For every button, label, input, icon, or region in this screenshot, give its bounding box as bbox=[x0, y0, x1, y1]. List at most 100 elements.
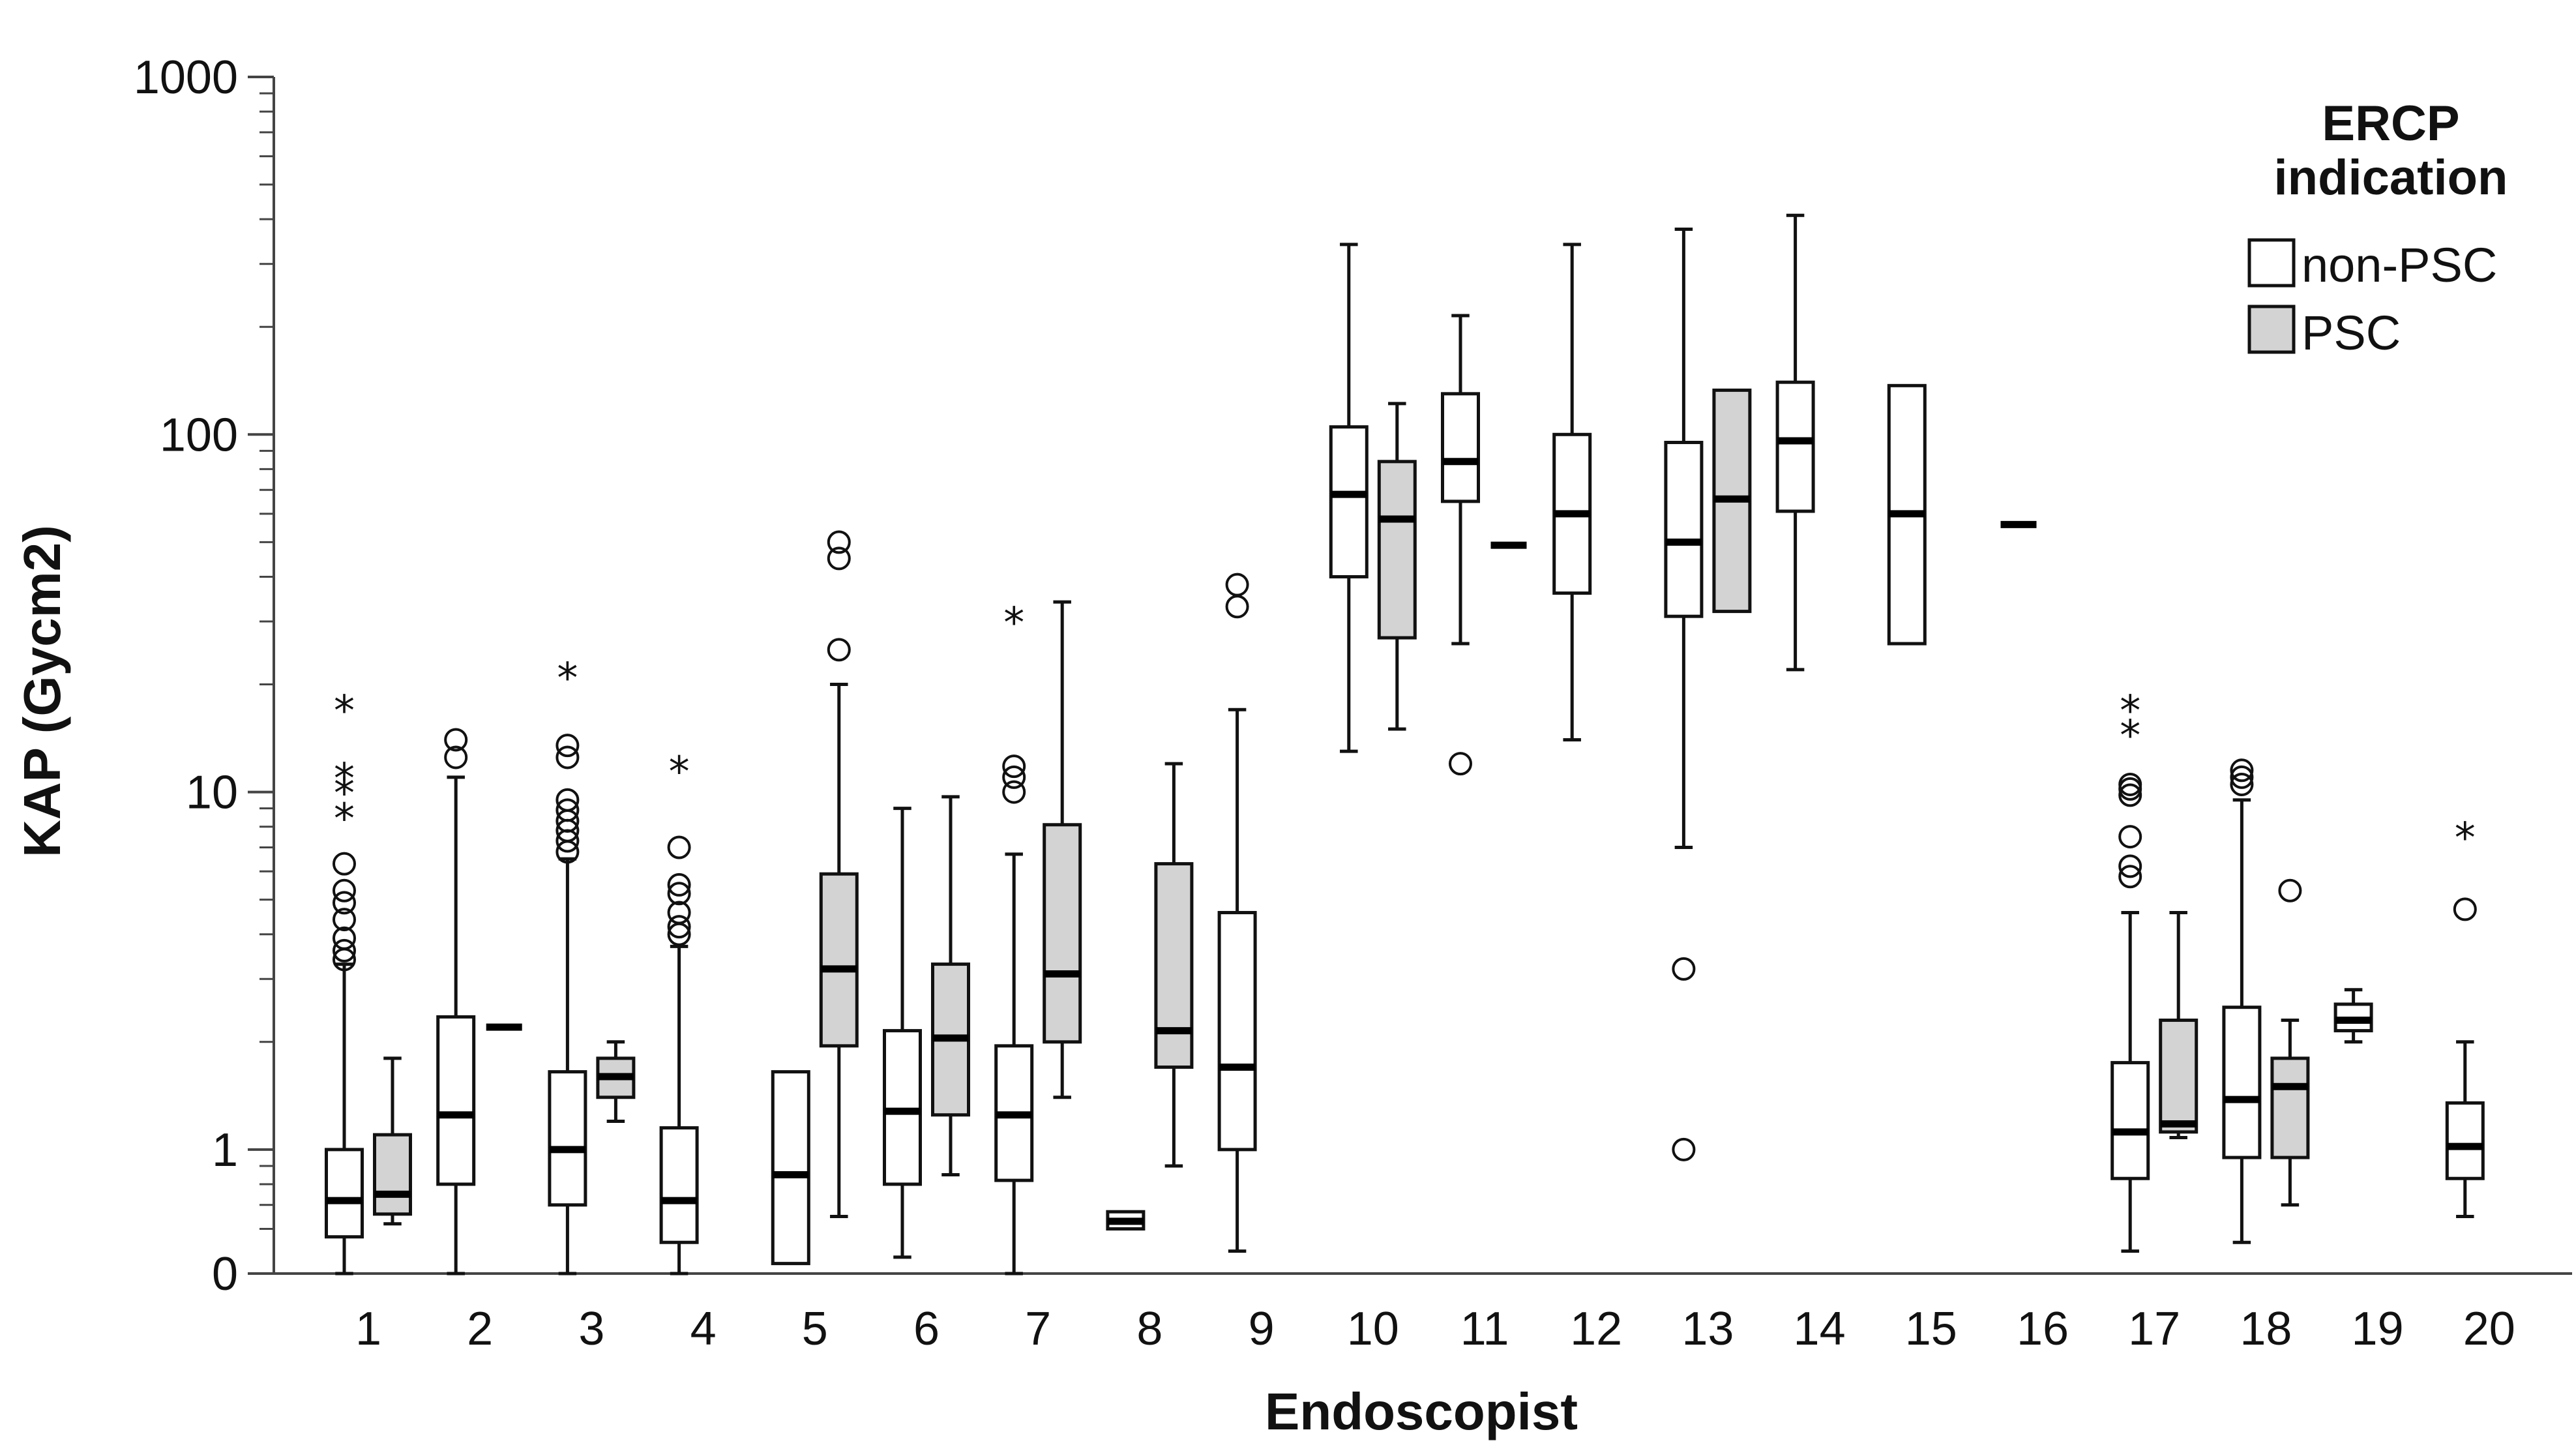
box-non-psc-9 bbox=[1217, 573, 1257, 1253]
box-iqr bbox=[1664, 441, 1704, 618]
x-tick-label: 17 bbox=[2128, 1303, 2180, 1355]
box-iqr bbox=[373, 1133, 412, 1216]
box-iqr bbox=[2270, 1056, 2310, 1159]
box-non-psc-1: **** bbox=[325, 687, 364, 1275]
outlier-point bbox=[1002, 765, 1026, 789]
x-tick-label: 7 bbox=[1025, 1303, 1051, 1355]
box-psc-8 bbox=[1154, 762, 1194, 1168]
outlier-point bbox=[2118, 865, 2142, 889]
box-psc-6 bbox=[931, 795, 970, 1177]
outlier-point bbox=[667, 835, 691, 859]
box-iqr bbox=[771, 1070, 810, 1266]
y-tick-label: 10 bbox=[186, 767, 238, 819]
box-psc-10 bbox=[1377, 402, 1417, 731]
outlier-point bbox=[333, 852, 356, 876]
outlier-point bbox=[333, 891, 356, 915]
outlier-point bbox=[1002, 780, 1026, 804]
extreme-point: * bbox=[669, 748, 690, 796]
box-iqr bbox=[1775, 380, 1815, 513]
outlier-point bbox=[333, 908, 356, 932]
box-iqr bbox=[1154, 862, 1194, 1069]
outlier-point bbox=[333, 878, 356, 903]
outlier-point bbox=[1672, 957, 1696, 981]
box-non-psc-7: * bbox=[994, 599, 1034, 1275]
outlier-point bbox=[667, 915, 691, 939]
outlier-point bbox=[667, 901, 691, 925]
outlier-point bbox=[333, 938, 356, 962]
box-non-psc-13 bbox=[1664, 228, 1704, 1161]
outlier-point bbox=[2230, 758, 2254, 783]
box-iqr bbox=[2445, 1101, 2485, 1180]
y-tick-label: 0 bbox=[212, 1248, 238, 1300]
box-iqr bbox=[659, 1126, 699, 1244]
box-iqr bbox=[1043, 823, 1082, 1044]
x-tick-label: 12 bbox=[1570, 1303, 1622, 1355]
x-tick-label: 9 bbox=[1249, 1303, 1275, 1355]
box-non-psc-20: * bbox=[2445, 814, 2485, 1218]
box-non-psc-4: * bbox=[659, 748, 699, 1275]
box-iqr bbox=[883, 1029, 922, 1186]
outlier-point bbox=[2118, 772, 2142, 796]
box-iqr bbox=[436, 1015, 476, 1186]
outlier-point bbox=[667, 882, 691, 906]
x-tick-label: 10 bbox=[1347, 1303, 1399, 1355]
y-axis-title: KAP (Gycm2) bbox=[13, 525, 71, 858]
y-tick-label: 1000 bbox=[134, 52, 238, 104]
box-iqr bbox=[1441, 392, 1480, 503]
box-iqr bbox=[548, 1070, 587, 1207]
box-psc-17 bbox=[2159, 910, 2198, 1140]
x-tick-label: 15 bbox=[1905, 1303, 1957, 1355]
box-non-psc-5 bbox=[771, 1070, 810, 1266]
x-tick-label: 1 bbox=[355, 1303, 381, 1355]
outlier-point bbox=[444, 728, 468, 752]
box-non-psc-6 bbox=[883, 807, 922, 1259]
outlier-point bbox=[2230, 765, 2254, 789]
outlier-point bbox=[1449, 752, 1472, 776]
outlier-point bbox=[2278, 878, 2302, 903]
x-tick-label: 8 bbox=[1136, 1303, 1162, 1355]
box-psc-18 bbox=[2270, 878, 2310, 1207]
outlier-point bbox=[1002, 754, 1026, 779]
x-tick-label: 13 bbox=[1681, 1303, 1734, 1355]
box-iqr bbox=[2159, 1019, 2198, 1134]
x-tick-label: 5 bbox=[802, 1303, 828, 1355]
legend-label-psc: PSC bbox=[2302, 306, 2401, 360]
legend-label-non-psc: non-PSC bbox=[2302, 238, 2497, 292]
legend-title-line1: ERCP bbox=[2322, 96, 2459, 151]
extreme-point: * bbox=[334, 687, 355, 736]
box-iqr bbox=[2110, 1061, 2150, 1180]
extreme-point: * bbox=[2120, 712, 2140, 760]
extreme-point: * bbox=[2455, 814, 2476, 863]
box-iqr bbox=[1217, 910, 1257, 1152]
x-tick-label: 18 bbox=[2240, 1303, 2292, 1355]
box-iqr bbox=[1377, 460, 1417, 640]
outlier-point bbox=[2118, 783, 2142, 807]
box-non-psc-10 bbox=[1329, 243, 1369, 753]
box-non-psc-18 bbox=[2222, 758, 2262, 1244]
box-psc-7 bbox=[1043, 600, 1082, 1099]
box-layer: ********** bbox=[325, 213, 2485, 1275]
box-psc-3 bbox=[596, 1040, 636, 1123]
x-tick-label: 4 bbox=[690, 1303, 717, 1355]
outlier-point bbox=[555, 745, 580, 769]
x-tick-label: 6 bbox=[913, 1303, 940, 1355]
box-psc-1 bbox=[373, 1056, 412, 1226]
outlier-point bbox=[827, 530, 851, 554]
box-non-psc-12 bbox=[1552, 243, 1592, 741]
y-tick-label: 100 bbox=[160, 409, 238, 461]
x-axis-title: Endoscopist bbox=[1265, 1382, 1578, 1440]
y-tick-label: 1 bbox=[212, 1124, 238, 1176]
extreme-point: * bbox=[334, 770, 355, 818]
outlier-point bbox=[827, 638, 851, 662]
outlier-point bbox=[2453, 897, 2477, 921]
box-psc-5 bbox=[819, 530, 859, 1218]
extreme-point: * bbox=[2120, 687, 2140, 736]
outlier-point bbox=[1225, 573, 1249, 597]
legend-swatch-non-psc bbox=[2247, 238, 2296, 288]
box-non-psc-15 bbox=[1887, 383, 1927, 646]
box-iqr bbox=[1329, 425, 1369, 578]
box-iqr bbox=[325, 1148, 364, 1239]
outlier-point bbox=[555, 788, 580, 812]
